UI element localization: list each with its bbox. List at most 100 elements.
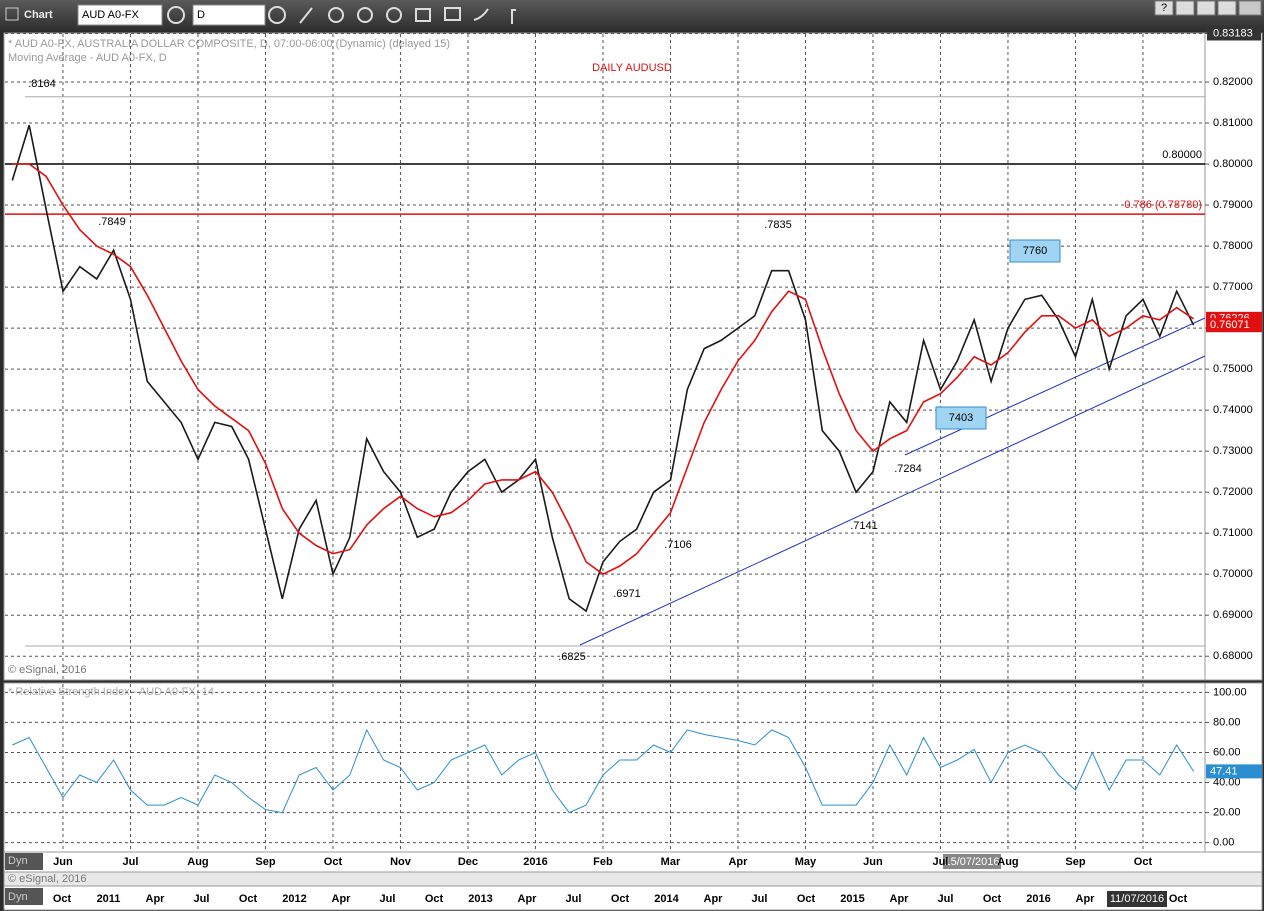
annotation: .7849: [98, 216, 126, 228]
annotation-box: [935, 406, 987, 430]
comment-button[interactable]: [444, 7, 461, 21]
y-tick-label: 0.00: [1213, 837, 1234, 849]
x2-tick-label: Apr: [332, 893, 352, 905]
x2-tick-label: Oct: [611, 893, 630, 905]
last-value-label: 47.41: [1210, 765, 1238, 777]
rsi-line: * Relative Strength Index - AUD A0-FX, 1…: [8, 686, 214, 698]
level-label: 0.786 (0.78780): [1124, 199, 1202, 211]
series-line: [12, 728, 1195, 814]
refresh-button[interactable]: [328, 7, 344, 23]
x-axis-gap: [3, 871, 1263, 887]
annotation: .6971: [613, 588, 641, 600]
x2-tick-label: Apr: [890, 893, 910, 905]
x2-tick-label: Jul: [752, 893, 768, 905]
y-tick-label: 60.00: [1213, 746, 1241, 758]
y-tick-label: 0.69000: [1213, 609, 1253, 621]
x-tick-label: Jul: [123, 856, 139, 868]
x2-tick-label: Oct: [797, 893, 816, 905]
cursor-date-top-box: [943, 854, 1001, 869]
cursor-date-bottom-box: [1107, 891, 1167, 907]
x2-tick-label: 2014: [654, 893, 679, 905]
link-button[interactable]: [415, 8, 431, 22]
minimize-button[interactable]: [1175, 0, 1195, 16]
x2-tick-label: 2013: [468, 893, 492, 905]
rsi-panel: [3, 682, 1206, 853]
x-tick-label: Sep: [255, 856, 275, 868]
trendline-upper: [904, 317, 1206, 456]
x2-tick-label: 2015: [840, 893, 864, 905]
twitter-button[interactable]: [473, 8, 489, 21]
y-tick-label: 0.71000: [1213, 527, 1253, 539]
maximize-button[interactable]: [1217, 0, 1237, 16]
cursor-date-top: 15/07/2016: [944, 856, 999, 868]
restore-button[interactable]: [1196, 0, 1216, 16]
facebook-button[interactable]: [511, 9, 516, 24]
x-tick-label: May: [795, 856, 817, 868]
y-tick-label: 0.82000: [1213, 76, 1253, 88]
y-tick-box: [1207, 26, 1261, 41]
x2-tick-label: Apr: [146, 893, 166, 905]
x2-tick-label: Jul: [938, 893, 954, 905]
x-tick-label: Aug: [187, 856, 208, 868]
annotation: 7760: [1023, 245, 1047, 257]
clock-button[interactable]: [268, 6, 286, 24]
x2-tick-label: Oct: [1169, 893, 1188, 905]
y-tick-label: 0.68000: [1213, 650, 1253, 662]
x-tick-label: Dec: [458, 856, 478, 868]
x-tick-label: Nov: [390, 856, 412, 868]
y-tick-label: 80.00: [1213, 716, 1241, 728]
interval-input[interactable]: [192, 4, 266, 26]
x-axis-bottom: [3, 885, 1263, 911]
tool-buttons: [299, 7, 516, 24]
annotation: .6825: [558, 651, 586, 663]
annotation: .7835: [764, 219, 792, 231]
series-line: [11, 124, 1195, 613]
annotation: 7403: [949, 412, 973, 424]
annotation: .7106: [664, 539, 692, 551]
level-label: 0.80000: [1162, 149, 1202, 161]
symbol-text: AUD A0-FX: [82, 9, 140, 21]
annotation: .7284: [894, 463, 922, 475]
close-button[interactable]: [1238, 0, 1262, 16]
price-panel: [3, 32, 1206, 681]
last-value-box: [1206, 764, 1262, 779]
help-button[interactable]: [1154, 0, 1174, 16]
x2-tick-label: Oct: [983, 893, 1002, 905]
y-tick-label: 20.00: [1213, 806, 1241, 818]
y-tick-label: 0.75000: [1213, 363, 1253, 375]
x2-tick-label: 2011: [97, 893, 121, 905]
x2-tick-label: Jul: [566, 893, 582, 905]
ma-line: Moving Average - AUD A0-FX, D: [8, 52, 167, 64]
x-tick-label: Apr: [728, 856, 748, 868]
x2-tick-label: 2012: [282, 893, 306, 905]
y-tick-label: 0.78000: [1213, 240, 1253, 252]
toolbar-title: Chart: [24, 9, 53, 21]
y-tick-label: 0.70000: [1213, 568, 1253, 580]
x-tick-label: Aug: [997, 856, 1018, 868]
x2-tick-label: Oct: [53, 893, 72, 905]
last-value-label: 0.76071: [1210, 319, 1250, 331]
study-line: * AUD A0-FX, AUSTRALIA DOLLAR COMPOSITE,…: [8, 38, 450, 50]
symbol-input[interactable]: [77, 4, 163, 26]
copyright-bottom: © eSignal, 2016: [8, 873, 86, 885]
zoom-button[interactable]: [386, 7, 402, 23]
x2-tick-label: Apr: [518, 893, 538, 905]
trendline-lower: [579, 355, 1206, 646]
cursor-date-bottom: 11/07/2016: [1110, 893, 1164, 905]
y-tick-label: 0.79000: [1213, 199, 1253, 211]
series-line: [12, 163, 1195, 576]
dyn-top: Dyn: [8, 855, 28, 867]
play-button[interactable]: [357, 7, 373, 23]
draw-button[interactable]: [299, 7, 313, 24]
y-tick-label: 0.80000: [1213, 158, 1253, 170]
dyn-bottom-box[interactable]: [5, 888, 43, 905]
price-axis: [1204, 32, 1263, 681]
y-tick-label: 0.73000: [1213, 445, 1253, 457]
toolbar: [0, 0, 1264, 31]
y-tick-label: 0.72000: [1213, 486, 1253, 498]
copyright: © eSignal, 2016: [8, 664, 86, 676]
x-tick-label: Jun: [863, 856, 883, 868]
settings-button[interactable]: [167, 6, 185, 24]
dyn-top-box[interactable]: [5, 853, 43, 870]
x2-tick-label: 2016: [1026, 893, 1050, 905]
